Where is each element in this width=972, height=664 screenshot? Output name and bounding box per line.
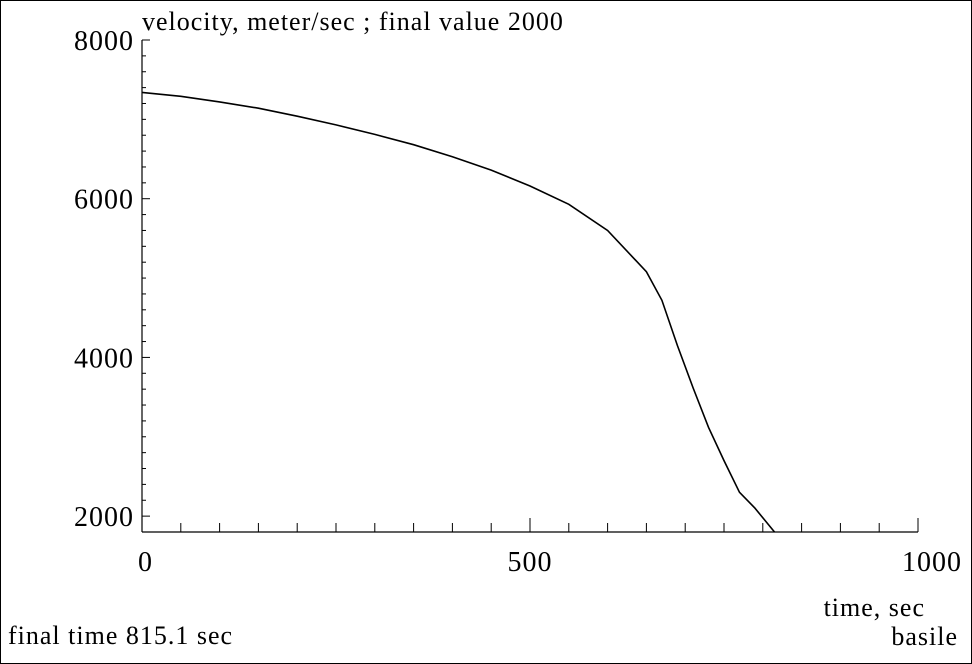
axes xyxy=(141,40,918,533)
x-tick-label: 0 xyxy=(138,547,153,578)
y-tick-label: 8000 xyxy=(74,26,134,57)
x-tick-label: 1000 xyxy=(902,547,962,578)
y-tick-label: 2000 xyxy=(74,502,134,533)
x-axis-label: time, sec xyxy=(824,593,925,622)
tick-labels: 0 500 1000 2000 4000 6000 8000 xyxy=(74,26,962,578)
author-label: basile xyxy=(891,622,958,651)
chart-title: velocity, meter/sec ; final value 2000 xyxy=(142,7,564,36)
series-line-velocity xyxy=(141,91,776,533)
y-tick-label: 6000 xyxy=(74,185,134,216)
final-time-annotation: final time 815.1 sec xyxy=(8,621,233,650)
y-tick-label: 4000 xyxy=(74,343,134,374)
ticks xyxy=(141,39,919,532)
x-tick-label: 500 xyxy=(508,547,553,578)
